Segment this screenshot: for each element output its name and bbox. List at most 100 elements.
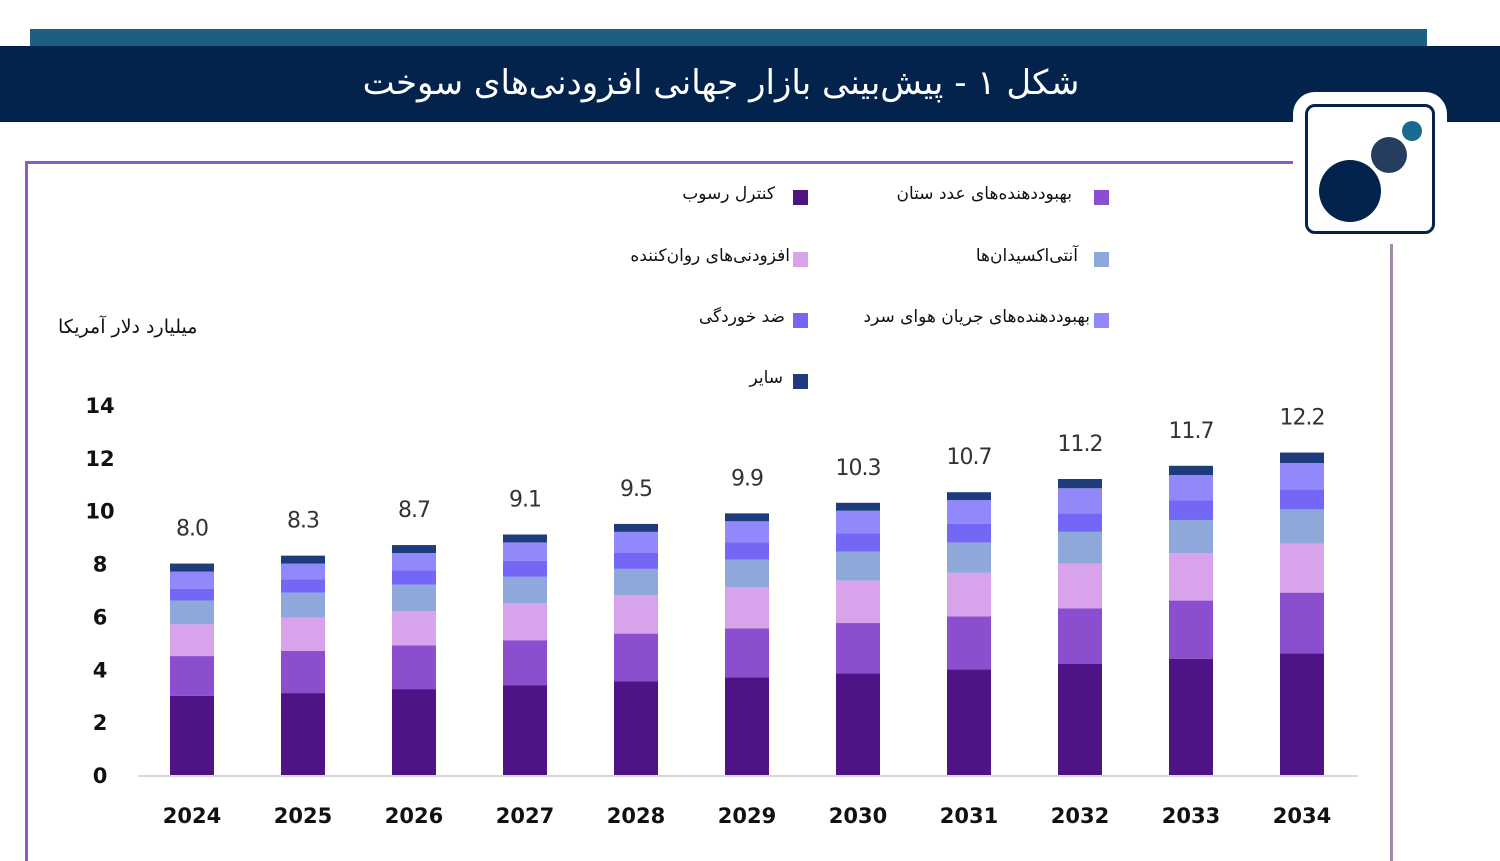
bar-total-label: 9.5	[620, 477, 652, 502]
bar-segment	[947, 542, 991, 573]
x-tick-label: 2030	[829, 804, 887, 828]
bar-segment	[170, 656, 214, 696]
bar-segment	[1058, 488, 1102, 514]
y-tick-label: 14	[85, 394, 114, 418]
bar-segment	[614, 568, 658, 596]
bar-segment	[1280, 509, 1324, 544]
bar-segment	[1058, 513, 1102, 532]
bar-segment	[1280, 489, 1324, 510]
bar-segment	[836, 510, 880, 534]
x-tick-label: 2025	[274, 804, 332, 828]
bar-segment	[836, 623, 880, 674]
legend-swatch	[1094, 313, 1109, 328]
bar-segment	[1058, 479, 1102, 489]
bar-segment	[1169, 465, 1213, 476]
bar-total-label: 10.7	[947, 445, 992, 470]
bar-segment	[1280, 543, 1324, 593]
y-axis-label: میلیارد دلار آمریکا	[58, 316, 198, 338]
x-tick-label: 2029	[718, 804, 776, 828]
legend-label: بهبوددهنده‌های عدد ستان	[896, 184, 1072, 204]
stacked-bar-chart: 0 2 4 6 8 10 12 14 8.0 2024 8.3 2025 8.7 2026 9.1 2027 9…	[85, 394, 1358, 828]
legend-label: ضد خوردگی	[698, 307, 785, 327]
y-tick-label: 4	[93, 658, 108, 682]
x-tick-label: 2028	[607, 804, 665, 828]
bar-segment	[836, 580, 880, 624]
x-tick-label: 2024	[163, 804, 221, 828]
bar-segment	[281, 650, 325, 694]
bar-segment	[170, 571, 214, 589]
legend-swatch	[1094, 252, 1109, 267]
bar-segment	[281, 579, 325, 593]
bar-segment	[503, 560, 547, 577]
bar-segment	[1169, 600, 1213, 659]
bar-total-label: 8.0	[176, 517, 208, 542]
bar-segment	[1280, 452, 1324, 464]
legend-swatch	[793, 190, 808, 205]
bar-segment	[947, 492, 991, 501]
bar-segment	[836, 502, 880, 511]
y-tick-label: 10	[85, 500, 114, 524]
x-tick-label: 2026	[385, 804, 443, 828]
bar-total-label: 9.1	[509, 488, 541, 513]
bar-segment	[392, 570, 436, 585]
bar-segment	[947, 523, 991, 543]
logo	[1305, 104, 1435, 234]
bar-segment	[170, 624, 214, 657]
bar-segment	[1058, 608, 1102, 664]
bar-segment	[836, 533, 880, 552]
bar-segment	[1058, 664, 1102, 775]
bar-segment	[503, 576, 547, 604]
y-tick-label: 6	[93, 605, 108, 629]
bar-segment	[170, 588, 214, 601]
bar-segment	[725, 628, 769, 678]
three-circles-logo-icon	[1319, 121, 1422, 222]
bar-segment	[1169, 500, 1213, 520]
bar-segment	[392, 545, 436, 553]
bar-segment	[614, 681, 658, 775]
bar-segment	[947, 500, 991, 524]
bar-segment	[170, 600, 214, 625]
bar-segment	[725, 677, 769, 775]
bar-segment	[614, 553, 658, 569]
bar-segment	[281, 592, 325, 618]
legend-label: کنترل رسوب	[682, 184, 775, 204]
bar-segment	[1280, 463, 1324, 490]
chart-frame	[25, 161, 1393, 861]
bar-total-label: 9.9	[731, 466, 763, 491]
bar-segment	[1280, 592, 1324, 654]
legend-swatch	[1094, 190, 1109, 205]
page-title: شکل ۱ - پیش‌بینی بازار جهانی افزودنی‌های…	[362, 63, 1080, 103]
bar-segment	[170, 563, 214, 572]
legend-label: آنتی‌اکسیدان‌ها	[975, 246, 1078, 266]
x-tick-label: 2031	[940, 804, 998, 828]
bar-segment	[836, 673, 880, 775]
bar-segment	[1280, 653, 1324, 775]
bar-segment	[614, 633, 658, 682]
bar-segment	[503, 640, 547, 686]
bar-segment	[725, 513, 769, 522]
bar-segment	[614, 531, 658, 553]
legend-swatch	[793, 313, 808, 328]
bar-segment	[392, 611, 436, 646]
y-tick-label: 12	[85, 447, 114, 471]
bar-total-label: 10.3	[836, 456, 881, 481]
bar-segment	[392, 553, 436, 571]
bar-segment	[614, 523, 658, 532]
y-tick-label: 8	[93, 553, 108, 577]
bar-segment	[281, 693, 325, 775]
bar-segment	[392, 645, 436, 690]
bar-segment	[725, 587, 769, 629]
bar-total-label: 11.2	[1058, 432, 1103, 457]
bar-segment	[281, 563, 325, 580]
bar-total-label: 8.7	[398, 498, 430, 523]
bar-segment	[1058, 531, 1102, 564]
bar-segment	[503, 542, 547, 561]
legend-swatch	[793, 374, 808, 389]
x-tick-label: 2027	[496, 804, 554, 828]
x-tick-label: 2032	[1051, 804, 1109, 828]
bar-total-label: 8.3	[287, 509, 319, 534]
x-tick-label: 2033	[1162, 804, 1220, 828]
bar-segment	[503, 685, 547, 775]
bar-segment	[170, 695, 214, 775]
top-accent-strip	[30, 29, 1427, 46]
